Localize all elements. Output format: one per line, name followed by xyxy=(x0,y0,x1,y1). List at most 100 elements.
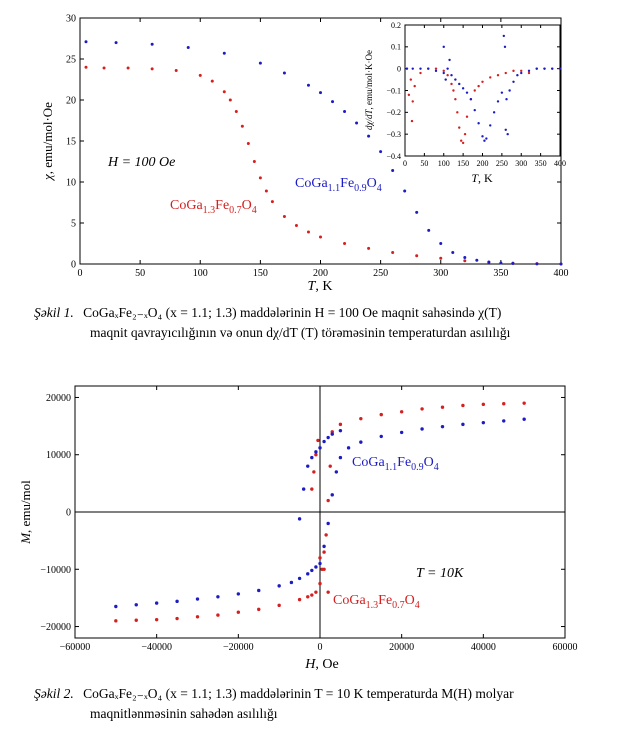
caption-line2: maqnitlənməsinin sahədən asılılığı xyxy=(90,706,278,721)
data-point-red xyxy=(442,69,445,73)
data-point-red xyxy=(328,464,332,468)
x-tick-label: 200 xyxy=(313,268,328,279)
data-point-red xyxy=(222,90,226,94)
data-point-red xyxy=(439,256,443,260)
data-point-blue xyxy=(502,34,506,38)
data-point-red xyxy=(154,617,159,622)
data-point-red xyxy=(458,126,461,129)
series-label-blue: CoGa1.1Fe0.9O4 xyxy=(295,176,382,194)
x-tick-label: 50 xyxy=(420,159,428,168)
data-point-blue xyxy=(314,565,318,569)
data-point-red xyxy=(150,67,154,71)
data-point-blue xyxy=(461,87,465,90)
data-point-red xyxy=(359,416,363,421)
data-point-blue xyxy=(326,521,330,526)
data-point-blue xyxy=(338,428,343,433)
data-point-blue xyxy=(318,561,322,566)
data-point-red xyxy=(454,98,457,101)
data-point-blue xyxy=(282,71,286,75)
caption-line1: CoGaₓFe₂₋ₓO₄ (x = 1.1; 1.3) maddələrinin… xyxy=(83,305,502,320)
data-point-red xyxy=(134,618,138,622)
data-point-red xyxy=(174,68,178,72)
data-point-blue xyxy=(297,517,302,521)
x-tick-label: −20000 xyxy=(223,642,254,653)
data-point-blue xyxy=(415,210,419,214)
data-point-red xyxy=(489,76,492,79)
data-point-red xyxy=(527,71,531,75)
data-point-red xyxy=(297,597,302,602)
data-point-blue xyxy=(379,150,383,154)
data-point-blue xyxy=(355,121,359,125)
data-point-blue xyxy=(551,67,554,70)
data-point-blue xyxy=(359,440,363,444)
x-tick-label: −40000 xyxy=(141,642,172,653)
x-tick-label: 0 xyxy=(318,642,323,653)
data-point-blue xyxy=(391,169,395,173)
data-point-red xyxy=(316,438,320,443)
data-point-red xyxy=(407,93,411,97)
data-point-red xyxy=(306,230,310,234)
annotation-field: T = 10K xyxy=(416,566,464,581)
data-point-red xyxy=(314,590,318,594)
x-tick-label: 400 xyxy=(554,159,566,168)
data-point-red xyxy=(175,616,179,621)
inset-x-axis-label: T, K xyxy=(471,171,493,185)
data-point-red xyxy=(310,593,314,597)
data-point-blue xyxy=(319,91,322,95)
data-point-red xyxy=(228,98,232,102)
data-point-red xyxy=(415,254,419,258)
data-point-red xyxy=(216,613,220,617)
data-point-red xyxy=(264,189,268,193)
x-tick-label: 40000 xyxy=(471,642,496,653)
data-point-red xyxy=(306,595,310,599)
data-point-blue xyxy=(442,45,445,49)
data-point-blue xyxy=(535,67,538,70)
data-point-blue xyxy=(442,71,445,75)
data-point-red xyxy=(496,74,500,77)
data-point-blue xyxy=(318,446,322,450)
data-point-blue xyxy=(492,111,496,114)
data-point-blue xyxy=(503,45,507,49)
data-point-blue xyxy=(485,137,488,140)
y-tick-label: −20000 xyxy=(40,622,71,633)
data-point-blue xyxy=(458,82,461,86)
data-point-blue xyxy=(306,83,310,87)
series-label-red: CoGa1.3Fe0.7O4 xyxy=(333,593,420,611)
data-point-red xyxy=(294,223,298,227)
data-point-red xyxy=(310,487,314,491)
data-point-blue xyxy=(500,91,504,94)
x-tick-label: 350 xyxy=(535,159,547,168)
data-point-blue xyxy=(150,42,154,46)
data-point-blue xyxy=(322,439,326,444)
data-point-red xyxy=(411,100,414,103)
y-tick-label: 0 xyxy=(397,64,401,73)
data-point-red xyxy=(326,590,330,594)
data-point-blue xyxy=(301,487,306,491)
data-point-blue xyxy=(154,601,159,605)
y-tick-label: 25 xyxy=(66,55,76,66)
x-tick-label: 0 xyxy=(403,159,407,168)
y-tick-label: 20 xyxy=(66,96,76,107)
data-point-red xyxy=(461,403,465,408)
data-point-red xyxy=(481,402,486,407)
y-tick-label: −0.2 xyxy=(386,108,401,117)
caption-line2: maqnit qavrayıcılığının və onun dχ/dT (T… xyxy=(90,325,511,340)
data-point-blue xyxy=(496,100,500,103)
data-point-red xyxy=(252,160,256,163)
data-point-blue xyxy=(487,260,491,264)
data-point-blue xyxy=(506,132,509,136)
data-point-red xyxy=(463,259,467,263)
data-point-red xyxy=(473,89,476,92)
data-point-blue xyxy=(454,78,457,81)
data-point-red xyxy=(312,470,316,474)
data-point-red xyxy=(102,66,106,70)
data-point-red xyxy=(391,251,395,255)
data-point-blue xyxy=(461,422,465,427)
data-point-blue xyxy=(297,576,302,581)
data-point-red xyxy=(198,73,202,77)
data-point-blue xyxy=(84,40,88,44)
x-tick-label: 400 xyxy=(554,268,569,279)
data-point-blue xyxy=(258,61,262,65)
x-tick-label: 300 xyxy=(433,268,448,279)
data-point-blue xyxy=(508,89,511,92)
